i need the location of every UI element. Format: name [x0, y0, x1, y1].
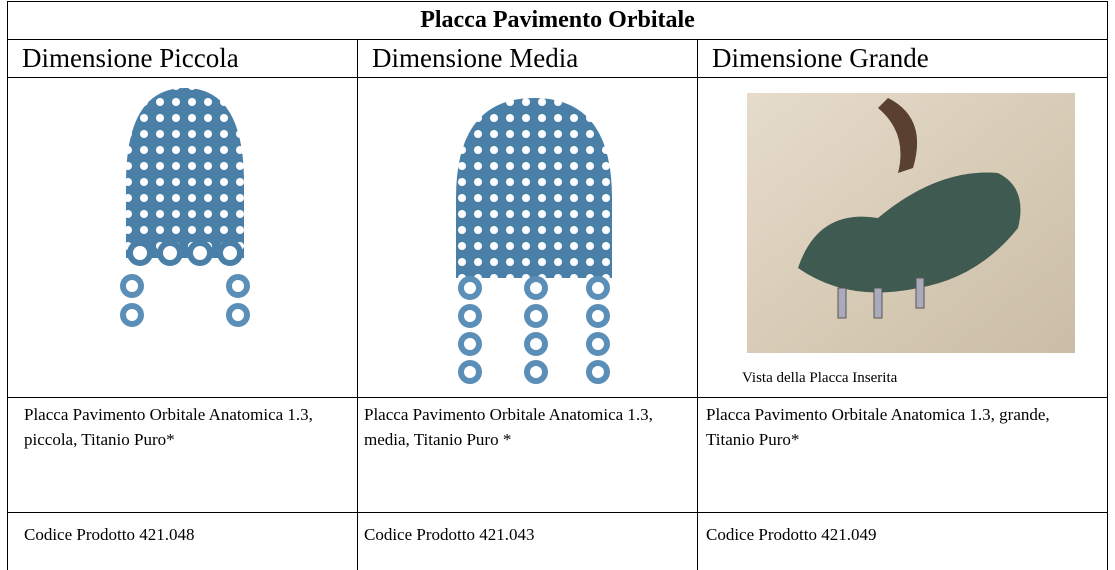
image-caption: Vista della Placca Inserita — [742, 370, 898, 386]
plate-photo — [747, 93, 1075, 353]
border — [7, 39, 1108, 40]
table-title: Placca Pavimento Orbitale — [420, 7, 695, 33]
border — [7, 1, 1108, 2]
cell-text: Codice Prodotto 421.049 — [706, 525, 877, 544]
border — [7, 397, 1108, 398]
border — [357, 39, 358, 570]
cell-text: Placca Pavimento Orbitale Anatomica 1.3,… — [364, 405, 653, 449]
plate-image-medium — [456, 98, 612, 384]
border — [7, 1, 8, 570]
border — [7, 77, 1108, 78]
column-header: Dimensione Grande — [712, 43, 929, 73]
column-header: Dimensione Piccola — [22, 43, 239, 73]
cell-text: Codice Prodotto 421.043 — [364, 525, 535, 544]
plate-image-small — [120, 88, 250, 327]
cell-text: Codice Prodotto 421.048 — [24, 525, 195, 544]
column-header: Dimensione Media — [372, 43, 579, 73]
cell-text: Placca Pavimento Orbitale Anatomica 1.3,… — [24, 405, 313, 449]
border — [1107, 1, 1108, 570]
cell-text: Placca Pavimento Orbitale Anatomica 1.3,… — [706, 405, 1050, 449]
border — [7, 512, 1108, 513]
border — [697, 39, 698, 570]
